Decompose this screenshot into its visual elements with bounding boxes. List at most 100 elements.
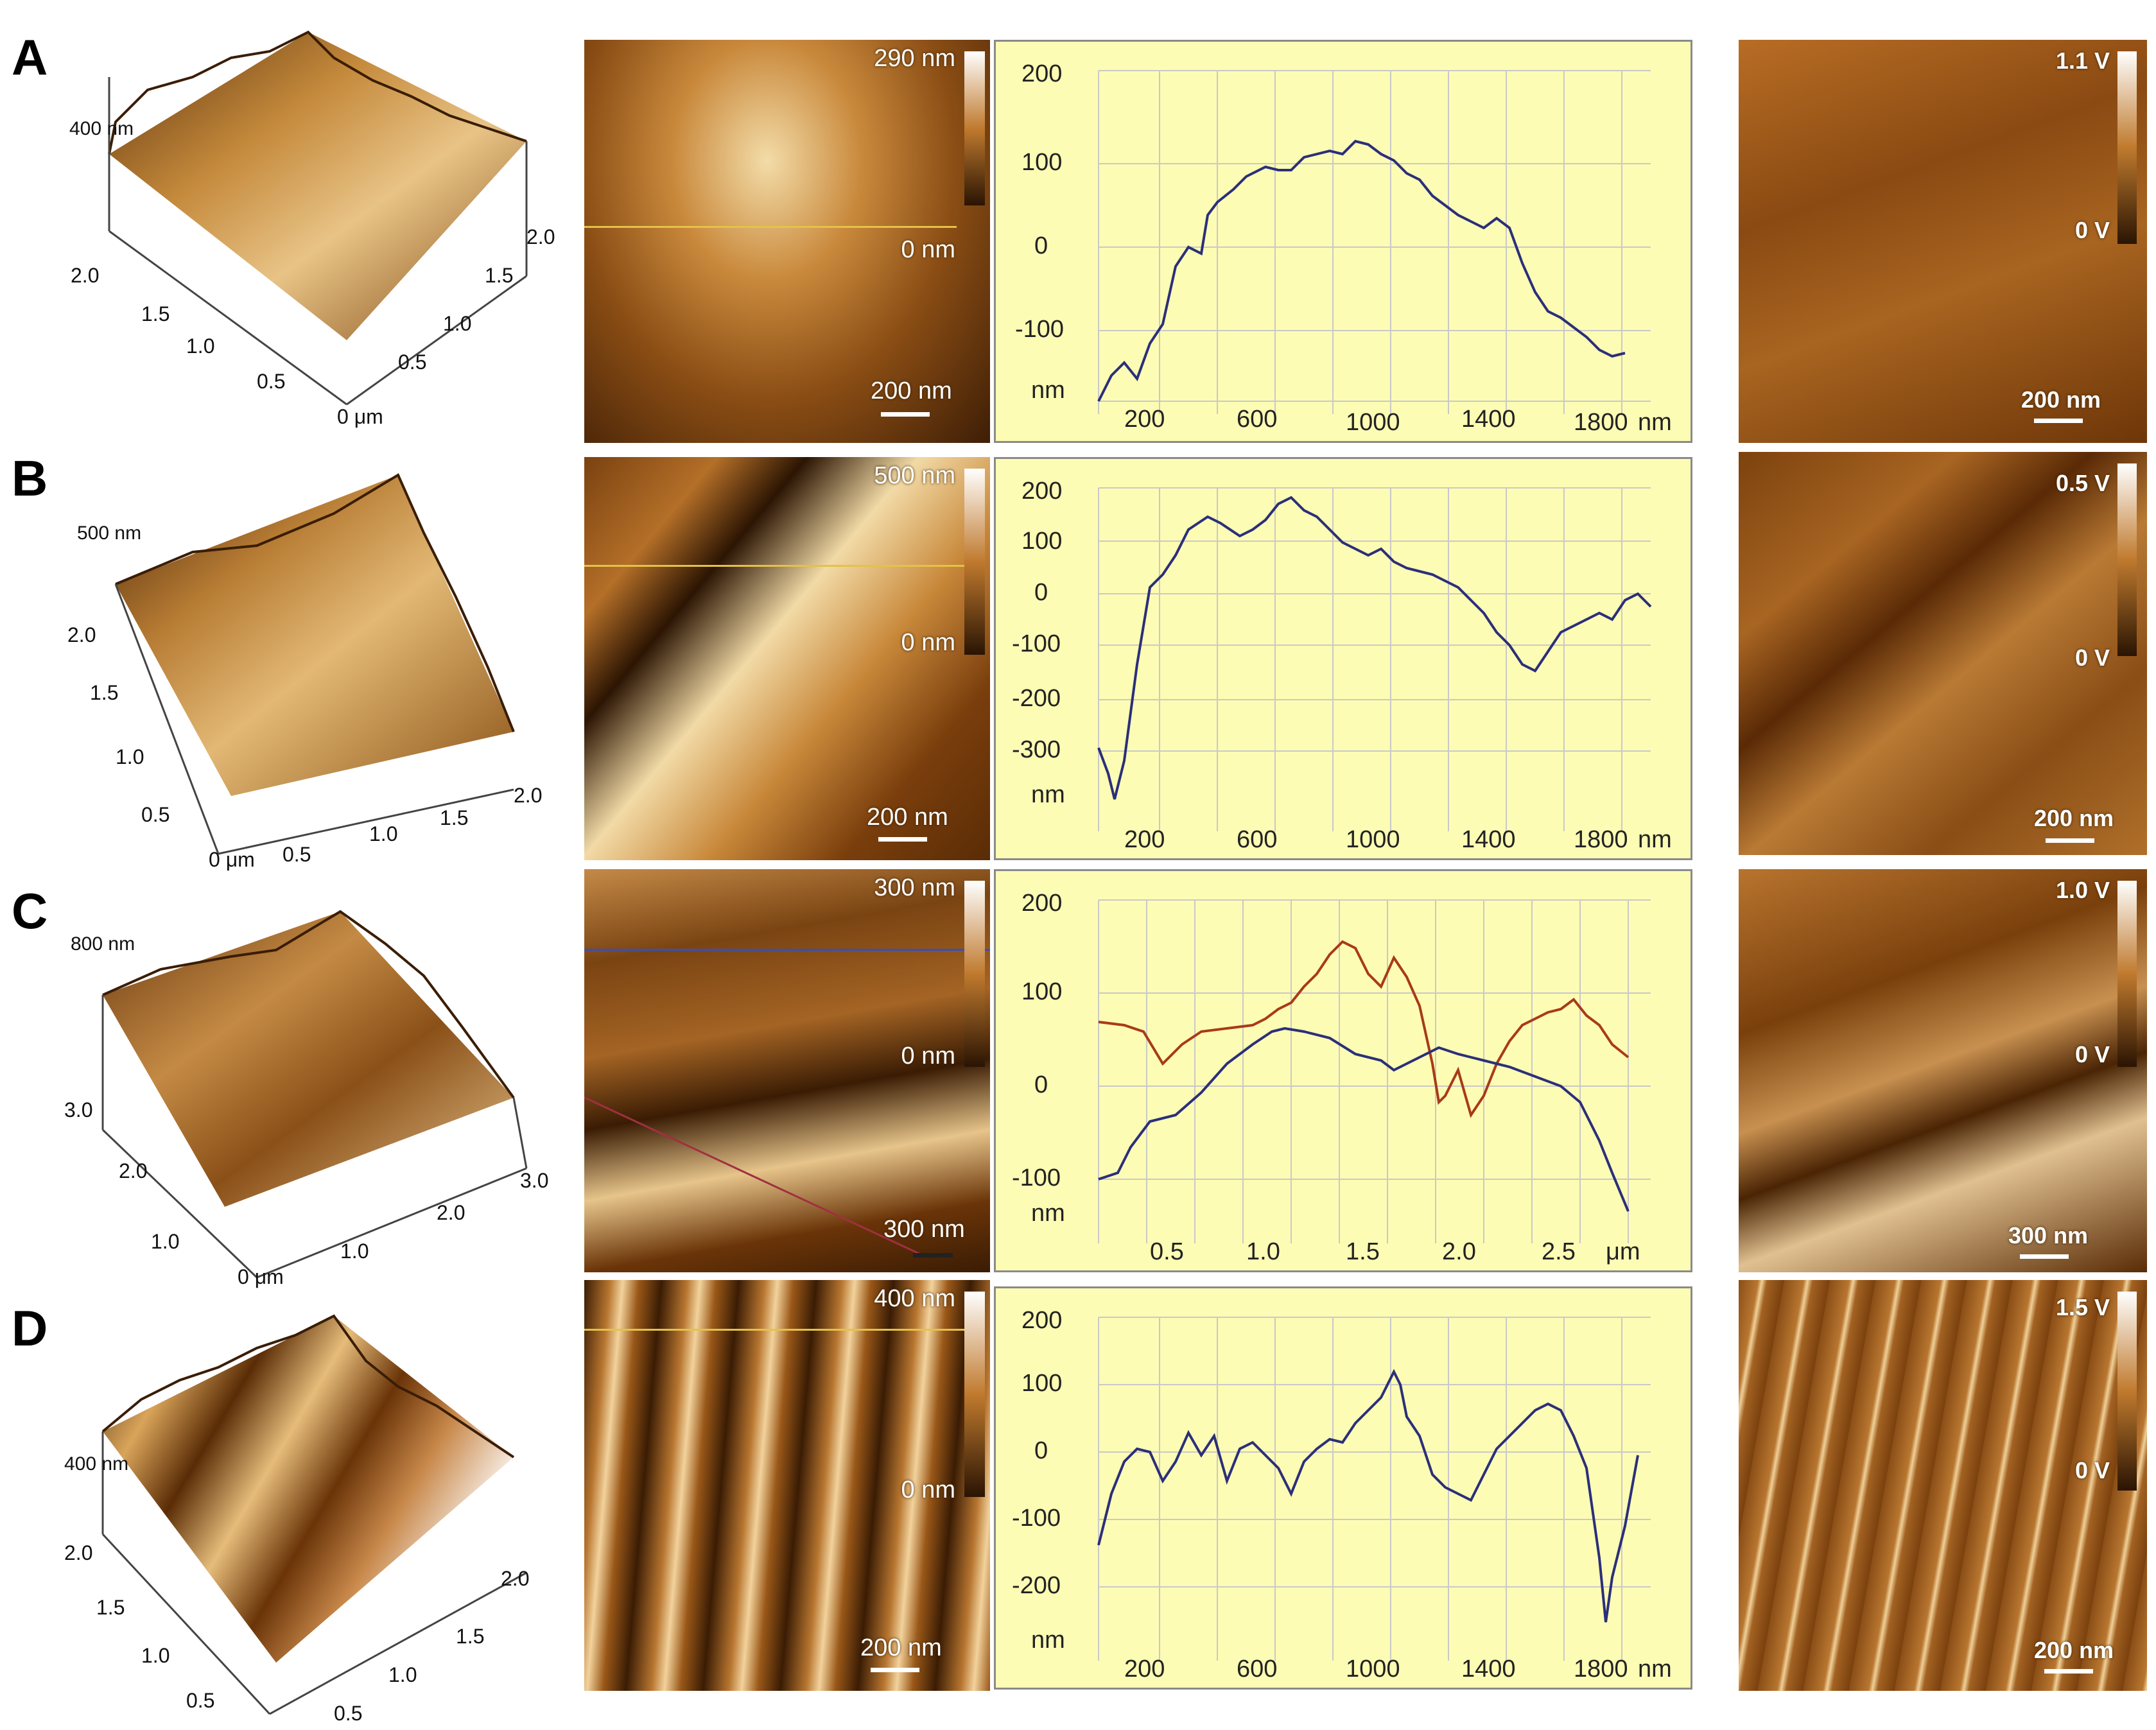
y-unit: nm bbox=[1031, 1627, 1065, 1654]
y-tick: 200 bbox=[1021, 478, 1062, 505]
z-axis-label: 400 nm bbox=[69, 118, 134, 139]
profile-line-blue bbox=[1098, 1026, 1630, 1212]
amplitude-zero-label: 0 V bbox=[2074, 644, 2110, 671]
surface-3d-plot: 400 nm 2.0 1.5 1.0 0.5 0.5 1.0 1.5 2.0 bbox=[64, 1303, 565, 1727]
y-tick: 0 bbox=[1034, 232, 1048, 259]
profile-graphic: 200 100 0 -100 -200 nm 200 600 1000 1400… bbox=[1012, 1307, 1672, 1682]
profile-line bbox=[1097, 1369, 1639, 1623]
amplitude-max-label: 0.5 V bbox=[2055, 470, 2110, 496]
panel-letter: D bbox=[12, 1300, 48, 1356]
color-scale-bar bbox=[2117, 463, 2137, 656]
scale-bar bbox=[2020, 1254, 2069, 1259]
x-tick: 600 bbox=[1237, 826, 1277, 853]
scale-bar bbox=[881, 412, 930, 417]
z-axis-label: 500 nm bbox=[77, 523, 141, 544]
surface-3d-graphic: 400 nm 2.0 1.5 1.0 0.5 0.5 1.0 1.5 2.0 bbox=[64, 1314, 529, 1725]
x-tick: 0.5 bbox=[1150, 1238, 1184, 1265]
surface-mesh bbox=[103, 912, 514, 1207]
y-tick: 100 bbox=[1021, 1370, 1062, 1397]
x-tick: 1.5 bbox=[440, 806, 468, 829]
surface-mesh bbox=[116, 475, 514, 796]
y-tick: 0.5 bbox=[186, 1689, 214, 1712]
color-scale-bar bbox=[2117, 1292, 2137, 1491]
scale-bar-label: 200 nm bbox=[871, 377, 952, 404]
profile-line bbox=[1097, 496, 1652, 800]
x-tick: 1000 bbox=[1346, 409, 1400, 436]
surface-3d-plot: 500 nm 2.0 1.5 1.0 0.5 0 μm 0.5 1.0 1.5 … bbox=[64, 456, 565, 871]
scale-bar bbox=[913, 1253, 953, 1258]
y-tick: 200 bbox=[1021, 1307, 1062, 1334]
y-tick: 1.0 bbox=[186, 334, 214, 358]
surface-3d-graphic: 800 nm 3.0 2.0 1.0 0 μm 1.0 2.0 3.0 bbox=[64, 910, 548, 1288]
x-tick: 0.5 bbox=[283, 843, 311, 866]
line-profile-chart: 200 100 0 -100 -200 -300 nm 200 600 1000… bbox=[994, 457, 1692, 860]
x-tick: 1.0 bbox=[340, 1240, 369, 1263]
y-tick: 100 bbox=[1021, 528, 1062, 555]
origin-label: 0 μm bbox=[209, 848, 255, 871]
y-tick: 0.5 bbox=[141, 803, 170, 826]
x-tick: 1800 bbox=[1574, 1656, 1628, 1682]
profile-graphic: 200 100 0 -100 nm 0.5 1.0 1.5 2.0 2.5 μm bbox=[1012, 890, 1651, 1265]
y-tick: -100 bbox=[1012, 630, 1061, 657]
height-max-label: 290 nm bbox=[874, 45, 955, 72]
height-image: 290 nm 0 nm 200 nm bbox=[584, 40, 990, 443]
y-tick: 2.0 bbox=[67, 623, 96, 646]
scale-bar-label: 200 nm bbox=[860, 1634, 942, 1661]
grid bbox=[1098, 899, 1651, 1243]
y-tick: -100 bbox=[1015, 316, 1064, 343]
row-c: C 800 nm 3.0 2.0 1.0 0 μm 1.0 2.0 3.0 bbox=[0, 860, 2156, 1288]
y-unit: nm bbox=[1031, 781, 1065, 808]
y-tick: -100 bbox=[1012, 1164, 1061, 1191]
amplitude-zero-label: 0 V bbox=[2074, 217, 2110, 243]
y-tick: 0 bbox=[1034, 1437, 1048, 1464]
amplitude-image: 0.5 V 0 V 200 nm bbox=[1739, 452, 2147, 855]
y-tick: -100 bbox=[1012, 1505, 1061, 1532]
scale-bar-label: 300 nm bbox=[883, 1216, 965, 1243]
height-max-label: 300 nm bbox=[874, 874, 955, 901]
origin-label: 0 μm bbox=[337, 405, 383, 428]
grid bbox=[1098, 487, 1651, 831]
color-scale-bar bbox=[964, 1292, 985, 1497]
x-unit: μm bbox=[1606, 1238, 1640, 1265]
x-tick: 200 bbox=[1124, 406, 1165, 433]
scale-bar bbox=[878, 837, 927, 842]
profile-line bbox=[1097, 139, 1626, 402]
scale-bar-label: 200 nm bbox=[2034, 805, 2114, 831]
y-unit: nm bbox=[1031, 1200, 1065, 1227]
y-tick: 100 bbox=[1021, 978, 1062, 1005]
profile-marker-line bbox=[584, 226, 957, 228]
surface-3d-graphic: 400 nm 2.0 1.5 1.0 0.5 0 μm 0.5 1.0 1.5 … bbox=[69, 30, 555, 428]
amplitude-max-label: 1.1 V bbox=[2055, 48, 2110, 74]
x-tick: 1000 bbox=[1346, 1656, 1400, 1682]
x-tick: 1.0 bbox=[388, 1663, 417, 1686]
x-tick: 1800 bbox=[1574, 826, 1628, 853]
surface-3d-graphic: 500 nm 2.0 1.5 1.0 0.5 0 μm 0.5 1.0 1.5 … bbox=[67, 473, 542, 871]
line-profile-chart: 200 100 0 -100 nm 0.5 1.0 1.5 2.0 2.5 μm bbox=[994, 869, 1692, 1272]
x-tick: 2.5 bbox=[1542, 1238, 1576, 1265]
height-zero-label: 0 nm bbox=[901, 1042, 955, 1069]
y-tick: 100 bbox=[1021, 149, 1062, 176]
y-tick: 0 bbox=[1034, 579, 1048, 606]
y-tick: 0.5 bbox=[257, 370, 285, 393]
panel-letter: C bbox=[12, 883, 48, 939]
profile-line-red bbox=[1098, 940, 1630, 1118]
height-max-label: 400 nm bbox=[874, 1285, 955, 1312]
y-tick: 200 bbox=[1021, 890, 1062, 917]
color-scale-bar bbox=[964, 469, 985, 655]
profile-graphic: 200 100 0 -100 -200 -300 nm 200 600 1000… bbox=[1012, 478, 1672, 853]
x-tick: 1400 bbox=[1461, 1656, 1516, 1682]
x-tick: 1400 bbox=[1461, 826, 1516, 853]
scale-bar-label: 200 nm bbox=[867, 804, 948, 831]
height-image: 400 nm 0 nm 200 nm bbox=[584, 1280, 990, 1691]
x-tick: 1000 bbox=[1346, 826, 1400, 853]
x-tick: 2.0 bbox=[437, 1201, 465, 1224]
profile-marker-line-diagonal bbox=[584, 1096, 922, 1256]
x-tick: 600 bbox=[1237, 406, 1277, 433]
surface-mesh bbox=[103, 1316, 514, 1663]
origin-label: 0 μm bbox=[238, 1265, 284, 1288]
profile-graphic: 200 100 0 -100 nm 200 600 1000 1400 1800… bbox=[1015, 60, 1672, 436]
x-tick: 2.0 bbox=[501, 1567, 529, 1590]
x-tick: 600 bbox=[1237, 1656, 1277, 1682]
height-zero-label: 0 nm bbox=[901, 236, 955, 263]
x-tick: 2.0 bbox=[514, 784, 542, 807]
